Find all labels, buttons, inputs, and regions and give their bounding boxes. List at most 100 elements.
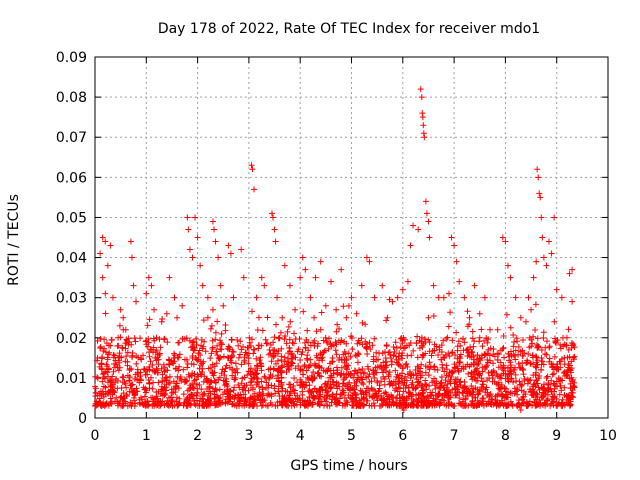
data-point <box>124 358 131 365</box>
data-point <box>376 363 383 370</box>
data-point <box>542 387 549 394</box>
data-point <box>502 238 509 245</box>
data-point <box>399 394 406 401</box>
data-point <box>415 379 422 386</box>
data-point <box>113 375 120 382</box>
data-point <box>423 386 430 393</box>
data-point <box>268 210 275 217</box>
data-point <box>335 337 342 344</box>
data-point <box>393 401 400 408</box>
data-point <box>302 402 309 409</box>
data-point <box>507 274 514 281</box>
data-point <box>136 377 143 384</box>
data-point <box>241 354 248 361</box>
data-point <box>505 394 512 401</box>
data-point <box>362 344 369 351</box>
data-point <box>117 394 124 401</box>
data-point <box>175 367 182 374</box>
data-point <box>98 365 105 372</box>
data-point <box>249 336 256 343</box>
data-point <box>163 400 170 407</box>
data-point <box>224 354 231 361</box>
data-point <box>107 395 114 402</box>
data-point <box>486 392 493 399</box>
data-point <box>116 322 123 329</box>
data-point <box>120 400 127 407</box>
data-point <box>484 356 491 363</box>
data-point <box>421 336 428 343</box>
data-point <box>103 361 110 368</box>
data-point <box>196 347 203 354</box>
data-point <box>111 398 118 405</box>
data-point <box>396 378 403 385</box>
data-point <box>423 210 430 217</box>
data-point <box>256 389 263 396</box>
data-point <box>105 366 112 373</box>
data-point <box>445 372 452 379</box>
data-point <box>453 381 460 388</box>
data-point <box>254 393 261 400</box>
data-point <box>143 341 150 348</box>
data-point <box>268 391 275 398</box>
data-point <box>400 334 407 341</box>
data-point <box>341 338 348 345</box>
data-point <box>180 391 187 398</box>
data-point <box>390 344 397 351</box>
data-point <box>335 400 342 407</box>
data-point <box>92 402 99 409</box>
data-point <box>310 339 317 346</box>
data-point <box>156 352 163 359</box>
data-point <box>380 373 387 380</box>
data-point <box>521 350 528 357</box>
data-point <box>161 335 168 342</box>
data-point <box>192 214 199 221</box>
data-point <box>461 294 468 301</box>
data-point <box>201 373 208 380</box>
data-point <box>508 367 515 374</box>
data-point <box>287 398 294 405</box>
chart-title: Day 178 of 2022, Rate Of TEC Index for r… <box>158 21 540 37</box>
data-point <box>211 395 218 402</box>
data-point <box>422 369 429 376</box>
data-point <box>99 378 106 385</box>
data-point <box>113 361 120 368</box>
data-point <box>288 359 295 366</box>
data-point <box>383 317 390 324</box>
data-point <box>506 371 513 378</box>
data-point <box>415 364 422 371</box>
data-point <box>445 290 452 297</box>
data-point <box>263 340 270 347</box>
data-point <box>143 290 150 297</box>
data-point <box>487 326 494 333</box>
data-point <box>282 333 289 340</box>
data-point <box>311 385 318 392</box>
data-point <box>448 373 455 380</box>
data-point <box>272 390 279 397</box>
data-point <box>245 368 252 375</box>
data-point <box>120 314 127 321</box>
data-point <box>141 366 148 373</box>
data-point <box>330 367 337 374</box>
data-point <box>448 234 455 241</box>
data-point <box>362 321 369 328</box>
data-point <box>511 364 518 371</box>
data-point <box>268 358 275 365</box>
data-point <box>286 366 293 373</box>
data-point <box>429 397 436 404</box>
data-point <box>336 356 343 363</box>
data-point <box>408 399 415 406</box>
data-point <box>427 392 434 399</box>
data-point <box>166 274 173 281</box>
data-point <box>532 327 539 334</box>
data-point <box>566 392 573 399</box>
data-point <box>420 340 427 347</box>
data-point <box>549 371 556 378</box>
data-point <box>241 396 248 403</box>
data-point <box>480 378 487 385</box>
data-point <box>453 329 460 336</box>
data-point <box>264 314 271 321</box>
x-axis-label: GPS time / hours <box>290 458 407 474</box>
data-point <box>533 396 540 403</box>
data-point <box>464 346 471 353</box>
data-point <box>273 375 280 382</box>
